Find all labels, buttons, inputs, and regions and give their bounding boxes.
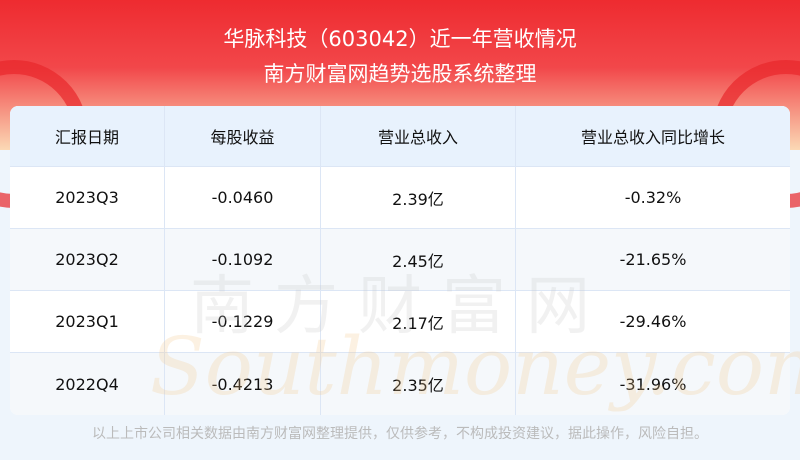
column-header-revenue: 营业总收入 [321, 106, 516, 166]
cell-eps: -0.4213 [165, 353, 321, 415]
column-header-growth: 营业总收入同比增长 [580, 128, 725, 147]
cell-growth: -31.96% [619, 374, 687, 394]
cell-eps: -0.0460 [165, 167, 321, 228]
cell-eps: -0.1092 [165, 229, 321, 290]
table-row: 2022Q4 -0.4213 2.35亿 -31.96% [10, 353, 790, 415]
table-row: 2023Q1 -0.1229 2.17亿 -29.46% [10, 291, 790, 353]
table-row: 2023Q2 -0.1092 2.45亿 -21.65% [10, 229, 790, 291]
cell-revenue: 2.35亿 [321, 353, 516, 415]
cell-date: 2023Q2 [10, 229, 165, 290]
table-row: 2023Q3 -0.0460 2.39亿 -0.32% [10, 167, 790, 229]
cell-growth: -21.65% [619, 250, 687, 269]
table-header-row: 汇报日期 每股收益 营业总收入 营业总收入同比增长 [10, 106, 790, 167]
cell-date: 2023Q1 [10, 291, 165, 352]
cell-revenue: 2.45亿 [321, 229, 516, 290]
page-subtitle: 南方财富网趋势选股系统整理 [263, 62, 537, 86]
cell-revenue: 2.39亿 [321, 167, 516, 228]
column-header-date: 汇报日期 [10, 106, 165, 166]
disclaimer: 以上上市公司相关数据由南方财富网整理提供，仅供参考，不构成投资建议，据此操作，风… [92, 426, 708, 442]
column-header-eps: 每股收益 [165, 106, 321, 166]
cell-date: 2023Q3 [10, 167, 165, 228]
cell-eps: -0.1229 [165, 291, 321, 352]
cell-revenue: 2.17亿 [321, 291, 516, 352]
revenue-table: 汇报日期 每股收益 营业总收入 营业总收入同比增长 2023Q3 -0.0460… [10, 106, 790, 415]
cell-date: 2022Q4 [10, 353, 165, 415]
cell-growth: -29.46% [619, 312, 687, 331]
page-title: 华脉科技（603042）近一年营收情况 [223, 27, 577, 51]
cell-growth: -0.32% [624, 188, 682, 207]
